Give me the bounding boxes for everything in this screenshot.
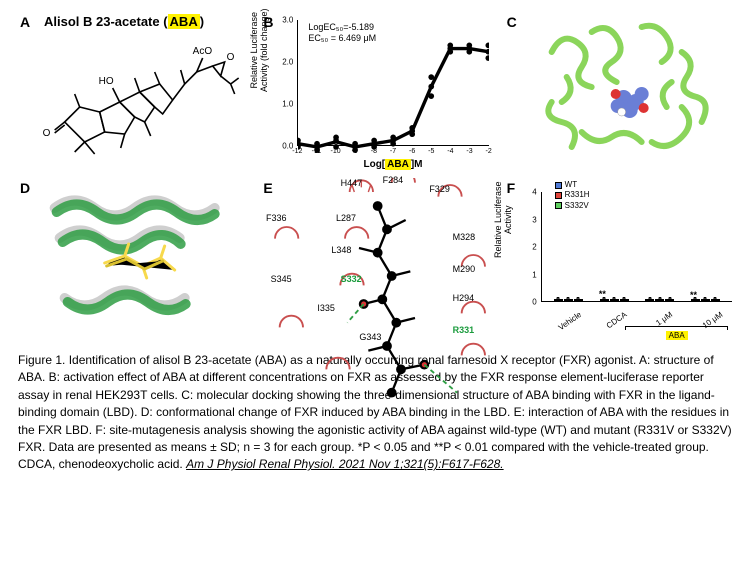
bar-CDCA-WT (600, 299, 609, 301)
bar-Vehicle-R331H (564, 299, 573, 301)
bar-1 μM-S332V (665, 299, 674, 301)
panel-d: D (18, 178, 251, 338)
panel-f-chart: ** ** (541, 192, 732, 302)
panel-d-ribbon (18, 178, 251, 338)
residue-h294: H294 (453, 293, 475, 303)
bar-1 μM-WT (645, 299, 654, 301)
panel-b-yticks: 0.01.02.03.0 (281, 20, 295, 146)
residue-f329: F329 (429, 184, 450, 194)
figure-grid: A Alisol B 23-acetate (ABA) (18, 12, 738, 338)
bar-10 μM-S332V (711, 299, 720, 301)
panel-b-xlabel: Log[ABA]M (297, 159, 488, 170)
panel-e-label: E (263, 180, 272, 196)
bar-1 μM-R331H (655, 299, 664, 301)
residue-l287: L287 (336, 213, 356, 223)
residue-h447: H447 (341, 178, 363, 188)
residue-f336: F336 (266, 213, 287, 223)
panel-f: F WTR331HS332V Relative Luciferase Activ… (505, 178, 738, 338)
bar-group-2 (645, 299, 674, 301)
panel-e-diagram: H447 F284 F329 F336 L287 M328 L348 M290 S345 S332… (261, 178, 494, 338)
bar-group-1: ** (600, 299, 629, 301)
residue-m328: M328 (453, 232, 476, 242)
legend-wt: WT (555, 180, 590, 190)
panel-c-ribbon (505, 12, 738, 172)
residue-m290: M290 (453, 264, 476, 274)
residue-g343: G343 (359, 332, 381, 342)
bar-group-0 (554, 299, 583, 301)
panel-b: B Relative Luciferase Activity (fold cha… (261, 12, 494, 172)
residue-s345: S345 (271, 274, 292, 284)
bar-group-3: ** (691, 299, 720, 301)
atom-aco: AcO (193, 46, 213, 57)
residue-r331: R331 (453, 325, 475, 335)
panel-f-bars: ** ** (542, 192, 732, 301)
panel-e: E (261, 178, 494, 338)
panel-c-label: C (507, 14, 517, 30)
panel-f-label: F (507, 180, 516, 196)
bar-Vehicle-WT (554, 299, 563, 301)
panel-d-label: D (20, 180, 30, 196)
panel-c: C (505, 12, 738, 172)
bar-CDCA-S332V (620, 299, 629, 301)
bar-10 μM-R331H (701, 299, 710, 301)
panel-f-yticks: 01234 (527, 192, 539, 302)
panel-a-label: A (20, 14, 30, 30)
panel-b-chart: LogEC₅₀=-5.189 EC₅₀ = 6.469 μM (297, 20, 488, 146)
bar-Vehicle-S332V (574, 299, 583, 301)
residue-i335: I335 (317, 303, 335, 313)
residue-l348: L348 (331, 245, 351, 255)
caption-citation: Am J Physiol Renal Physiol. 2021 Nov 1;3… (186, 457, 504, 471)
chemical-structure: O HO AcO O (18, 12, 251, 172)
panel-a: A Alisol B 23-acetate (ABA) (18, 12, 251, 172)
panel-b-xticks: -12-11-10-9-8-7-6-5-4-3-2 (297, 148, 488, 158)
atom-oep: O (227, 52, 235, 63)
panel-b-label: B (263, 14, 273, 30)
residue-s332: S332 (341, 274, 362, 284)
atom-o: O (43, 128, 51, 139)
residue-f284: F284 (383, 175, 404, 185)
bar-CDCA-R331H (610, 299, 619, 301)
atom-ho: HO (99, 76, 114, 87)
panel-f-aba-bracket: ABA (625, 326, 728, 340)
